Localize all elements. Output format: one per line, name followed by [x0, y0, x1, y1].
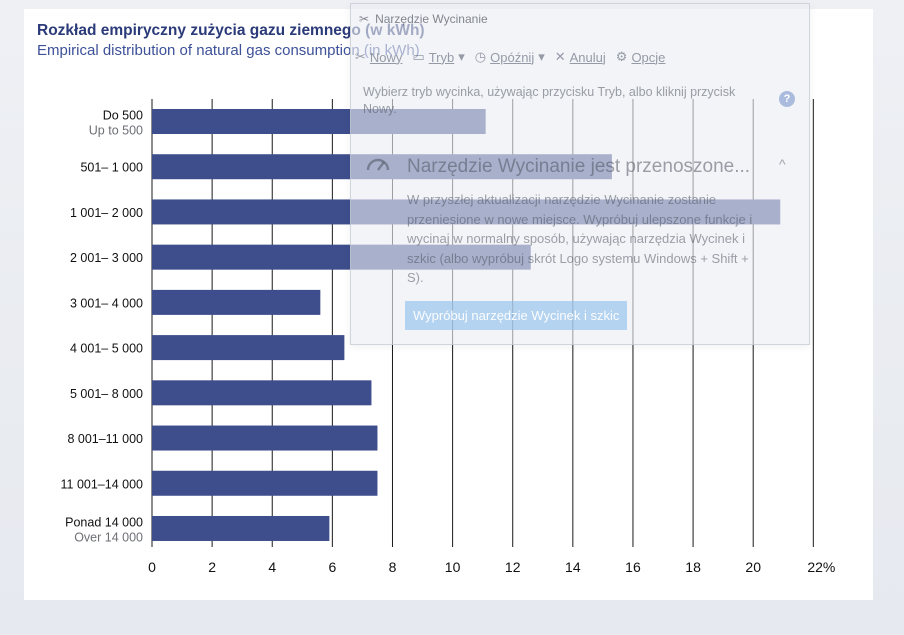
scissors-icon: ✂	[359, 12, 370, 26]
bar	[152, 425, 378, 451]
new-button[interactable]: ✂ Nowy	[355, 49, 402, 65]
mode-label: Tryb	[428, 49, 455, 65]
category-label: 3 001– 4 000	[70, 296, 143, 310]
tick-label: 8	[389, 559, 397, 575]
notice-body: W przyszłej aktualizacji narzędzie Wycin…	[407, 192, 753, 285]
category-sublabel: Up to 500	[89, 124, 143, 138]
options-button[interactable]: ⚙ Opcje	[616, 49, 666, 65]
tick-label: 20	[745, 559, 761, 575]
snip-toolbar: ✂ Nowy ▭ Tryb ▾ ◷ Opóźnij ▾ ✕ Anuluj ⚙ O…	[355, 44, 665, 70]
snip-titlebar[interactable]: ✂ Narzędzie Wycinanie	[359, 10, 488, 28]
bar	[152, 380, 372, 406]
x-axis-ticks: 0 2 4 6 8 10 12 14 16 18 20 22%	[148, 559, 835, 575]
help-icon[interactable]: ?	[779, 91, 795, 107]
chart-subtitle: Empirical distribution of natural gas co…	[37, 42, 420, 59]
mode-icon: ▭	[412, 49, 425, 64]
cancel-button[interactable]: ✕ Anuluj	[555, 49, 606, 65]
tick-label: 16	[625, 559, 641, 575]
chart-title: Rozkład empiryczny zużycia gazu ziemnego…	[37, 22, 425, 39]
tick-label: 14	[565, 559, 581, 575]
try-snip-sketch-button[interactable]: Wypróbuj narzędzie Wycinek i szkic	[405, 301, 628, 330]
options-label: Opcje	[631, 49, 666, 65]
delay-label: Opóźnij	[490, 49, 535, 65]
category-label: 501– 1 000	[80, 161, 143, 175]
tick-label: 12	[505, 559, 521, 575]
new-icon: ✂	[355, 49, 366, 64]
snipping-tool-window[interactable]: ✂ Narzędzie Wycinanie ✂ Nowy ▭ Tryb ▾ ◷ …	[350, 3, 810, 345]
category-sublabel: Over 14 000	[74, 530, 143, 544]
category-label: 8 001–11 000	[67, 432, 143, 446]
new-label: Nowy	[369, 49, 403, 65]
snip-hint-text: Wybierz tryb wycinka, używając przycisku…	[363, 85, 736, 116]
category-label: Do 500	[103, 109, 143, 123]
tick-label: 4	[268, 559, 276, 575]
snip-title: Narzędzie Wycinanie	[375, 12, 488, 26]
cancel-label: Anuluj	[569, 49, 606, 65]
tick-label: 0	[148, 559, 156, 575]
chevron-down-icon: ▾	[538, 49, 545, 64]
tick-label: 6	[328, 559, 336, 575]
gear-icon: ⚙	[615, 49, 628, 64]
bar	[152, 335, 345, 361]
bar	[152, 515, 330, 541]
tick-label: 2	[208, 559, 216, 575]
category-label: 11 001–14 000	[61, 477, 144, 491]
category-label: 5 001– 8 000	[70, 387, 143, 401]
delay-button[interactable]: ◷ Opóźnij ▾	[475, 49, 545, 65]
category-label: 1 001– 2 000	[70, 206, 143, 220]
category-label: 2 001– 3 000	[70, 251, 143, 265]
tick-label: 22%	[807, 559, 835, 575]
notice-heading: Narzędzie Wycinanie jest przenoszone...	[407, 156, 751, 177]
collapse-icon[interactable]: ^	[779, 156, 786, 172]
close-icon: ✕	[554, 49, 566, 64]
chevron-down-icon: ▾	[458, 49, 465, 64]
mode-button[interactable]: ▭ Tryb ▾	[412, 49, 464, 65]
moving-notice-icon	[366, 158, 390, 171]
clock-icon: ◷	[474, 49, 487, 64]
category-label: 4 001– 5 000	[70, 342, 143, 356]
category-label: Ponad 14 000	[65, 515, 143, 529]
tick-label: 18	[685, 559, 701, 575]
bar	[152, 289, 321, 315]
tick-label: 10	[445, 559, 461, 575]
chart-card: Rozkład empiryczny zużycia gazu ziemnego…	[24, 3, 873, 600]
bar	[152, 470, 378, 496]
